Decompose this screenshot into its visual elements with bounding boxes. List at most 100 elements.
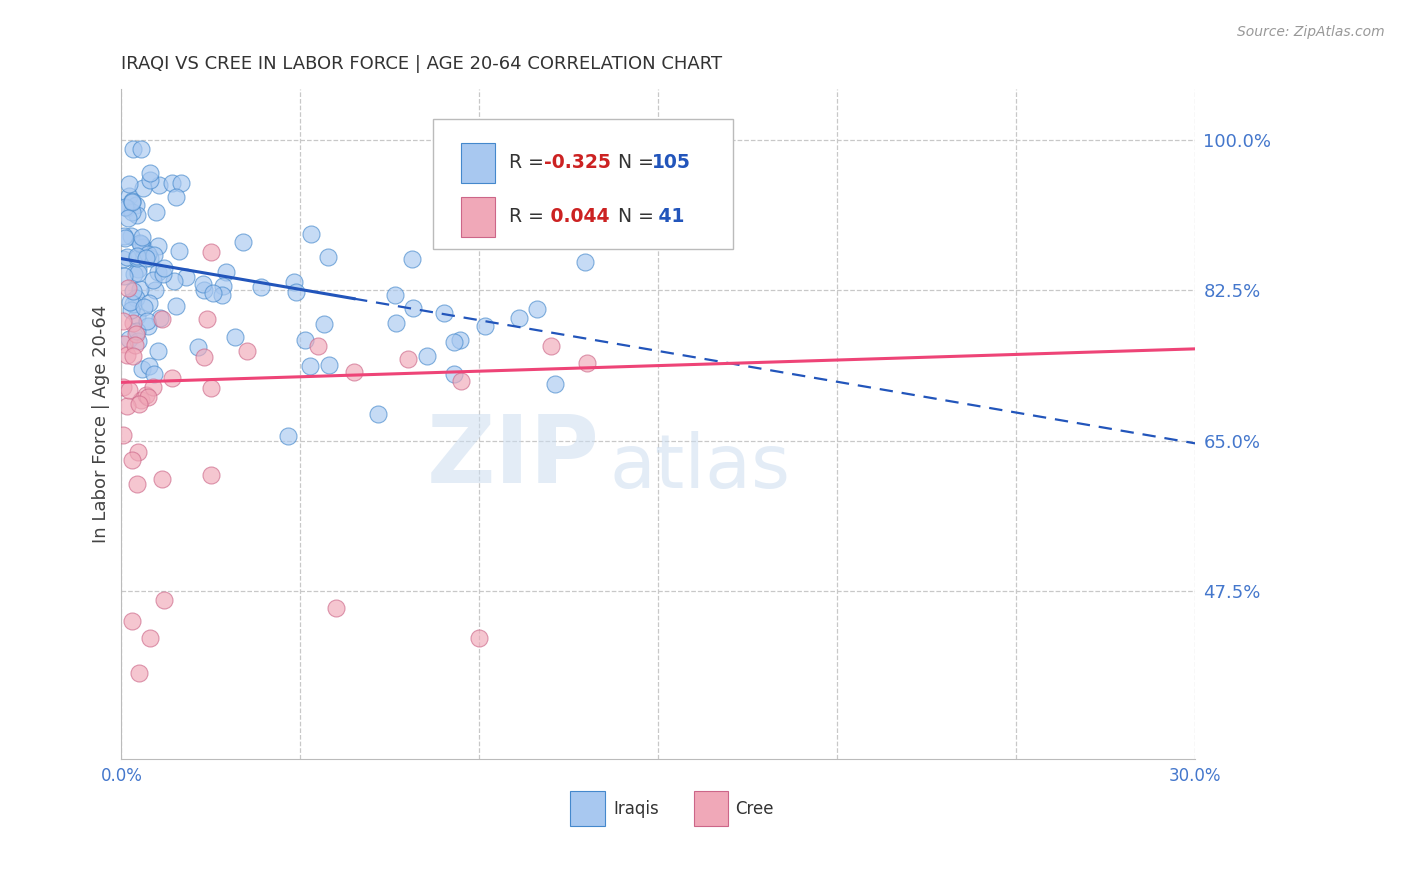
Point	[131, 237, 153, 252]
Point	[131, 362, 153, 376]
Point	[200, 468, 222, 483]
Point	[127, 266, 149, 280]
Point	[415, 350, 437, 364]
Point	[146, 344, 169, 359]
Point	[318, 359, 340, 373]
Point	[294, 333, 316, 347]
Point	[343, 365, 366, 379]
Point	[138, 166, 160, 180]
Point	[120, 302, 142, 317]
Point	[152, 267, 174, 281]
Point	[121, 453, 143, 467]
FancyBboxPatch shape	[693, 791, 728, 826]
Point	[112, 314, 135, 328]
Point	[142, 368, 165, 382]
Point	[132, 300, 155, 314]
Point	[148, 178, 170, 193]
Point	[120, 228, 142, 243]
Point	[117, 211, 139, 226]
Point	[129, 282, 152, 296]
Point	[200, 244, 222, 259]
Point	[125, 198, 148, 212]
Point	[170, 176, 193, 190]
Point	[314, 317, 336, 331]
Point	[135, 313, 157, 327]
Point	[187, 341, 209, 355]
Point	[142, 380, 165, 394]
Point	[131, 230, 153, 244]
Point	[163, 274, 186, 288]
Point	[232, 235, 254, 250]
Point	[118, 189, 141, 203]
Point	[132, 180, 155, 194]
Point	[508, 310, 530, 325]
Point	[112, 337, 135, 351]
Point	[235, 343, 257, 358]
Point	[396, 352, 419, 367]
Point	[149, 310, 172, 325]
Point	[139, 632, 162, 646]
Point	[165, 190, 187, 204]
Point	[127, 445, 149, 459]
Point	[112, 252, 135, 266]
Point	[129, 392, 152, 407]
Point	[129, 142, 152, 156]
Point	[211, 287, 233, 301]
Point	[138, 359, 160, 374]
Point	[316, 250, 339, 264]
Point	[138, 296, 160, 310]
Point	[125, 476, 148, 491]
Text: Iraqis: Iraqis	[613, 800, 659, 818]
Point	[165, 299, 187, 313]
Point	[195, 312, 218, 326]
Point	[112, 427, 135, 442]
Point	[129, 235, 152, 250]
Point	[160, 176, 183, 190]
Point	[117, 348, 139, 362]
Point	[575, 356, 598, 370]
Point	[153, 592, 176, 607]
Point	[385, 316, 408, 330]
Point	[132, 240, 155, 254]
Point	[143, 248, 166, 262]
Point	[134, 246, 156, 260]
Point	[139, 251, 162, 265]
Point	[202, 285, 225, 300]
Point	[122, 142, 145, 156]
Point	[122, 316, 145, 330]
Point	[127, 309, 149, 323]
Point	[299, 227, 322, 241]
Point	[125, 324, 148, 338]
Point	[547, 133, 569, 147]
Point	[118, 295, 141, 310]
Point	[128, 397, 150, 411]
Point	[121, 195, 143, 210]
Point	[443, 334, 465, 349]
Point	[112, 380, 135, 394]
Text: atlas: atlas	[610, 431, 792, 504]
Point	[432, 306, 454, 320]
Point	[122, 349, 145, 363]
Point	[200, 381, 222, 395]
Y-axis label: In Labor Force | Age 20-64: In Labor Force | Age 20-64	[93, 304, 110, 542]
Point	[124, 267, 146, 281]
Point	[325, 601, 347, 615]
FancyBboxPatch shape	[461, 197, 495, 236]
Point	[117, 280, 139, 294]
Point	[212, 279, 235, 293]
Point	[540, 339, 562, 353]
Point	[299, 359, 322, 373]
Point	[191, 277, 214, 292]
Point	[112, 228, 135, 243]
Point	[121, 194, 143, 208]
Point	[401, 252, 423, 266]
Point	[249, 280, 271, 294]
Text: Source: ZipAtlas.com: Source: ZipAtlas.com	[1237, 25, 1385, 39]
Text: 0.044: 0.044	[544, 207, 610, 227]
FancyBboxPatch shape	[433, 119, 734, 250]
Point	[127, 334, 149, 348]
Point	[115, 201, 138, 215]
Point	[138, 319, 160, 334]
Text: IRAQI VS CREE IN LABOR FORCE | AGE 20-64 CORRELATION CHART: IRAQI VS CREE IN LABOR FORCE | AGE 20-64…	[121, 55, 723, 73]
Point	[150, 472, 173, 486]
